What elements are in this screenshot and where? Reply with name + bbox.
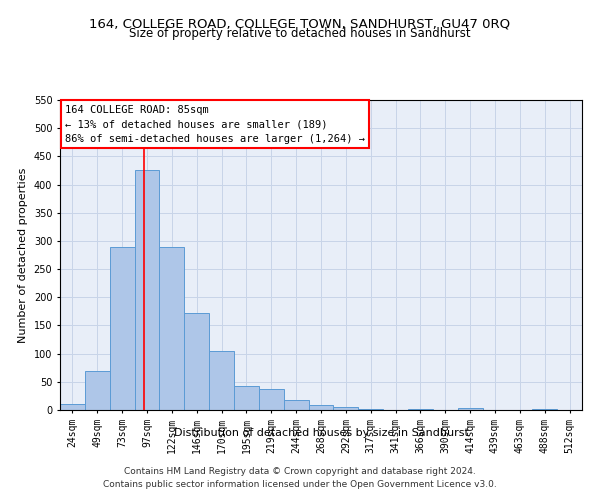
Bar	[334, 407, 358, 410]
Text: 164, COLLEGE ROAD, COLLEGE TOWN, SANDHURST, GU47 0RQ: 164, COLLEGE ROAD, COLLEGE TOWN, SANDHUR…	[89, 18, 511, 30]
Bar	[358, 409, 383, 410]
Text: Size of property relative to detached houses in Sandhurst: Size of property relative to detached ho…	[129, 28, 471, 40]
Text: Contains HM Land Registry data © Crown copyright and database right 2024.: Contains HM Land Registry data © Crown c…	[124, 468, 476, 476]
Bar	[458, 408, 482, 410]
Text: Distribution of detached houses by size in Sandhurst: Distribution of detached houses by size …	[173, 428, 469, 438]
Text: 164 COLLEGE ROAD: 85sqm
← 13% of detached houses are smaller (189)
86% of semi-d: 164 COLLEGE ROAD: 85sqm ← 13% of detache…	[65, 104, 365, 144]
Bar	[160, 246, 184, 410]
Bar	[234, 386, 259, 410]
Bar	[60, 404, 85, 410]
Bar	[209, 351, 234, 410]
Bar	[134, 170, 160, 410]
Bar	[85, 370, 110, 410]
Bar	[110, 246, 134, 410]
Y-axis label: Number of detached properties: Number of detached properties	[18, 168, 28, 342]
Bar	[284, 400, 308, 410]
Bar	[308, 405, 334, 410]
Bar	[259, 388, 284, 410]
Text: Contains public sector information licensed under the Open Government Licence v3: Contains public sector information licen…	[103, 480, 497, 489]
Bar	[184, 313, 209, 410]
